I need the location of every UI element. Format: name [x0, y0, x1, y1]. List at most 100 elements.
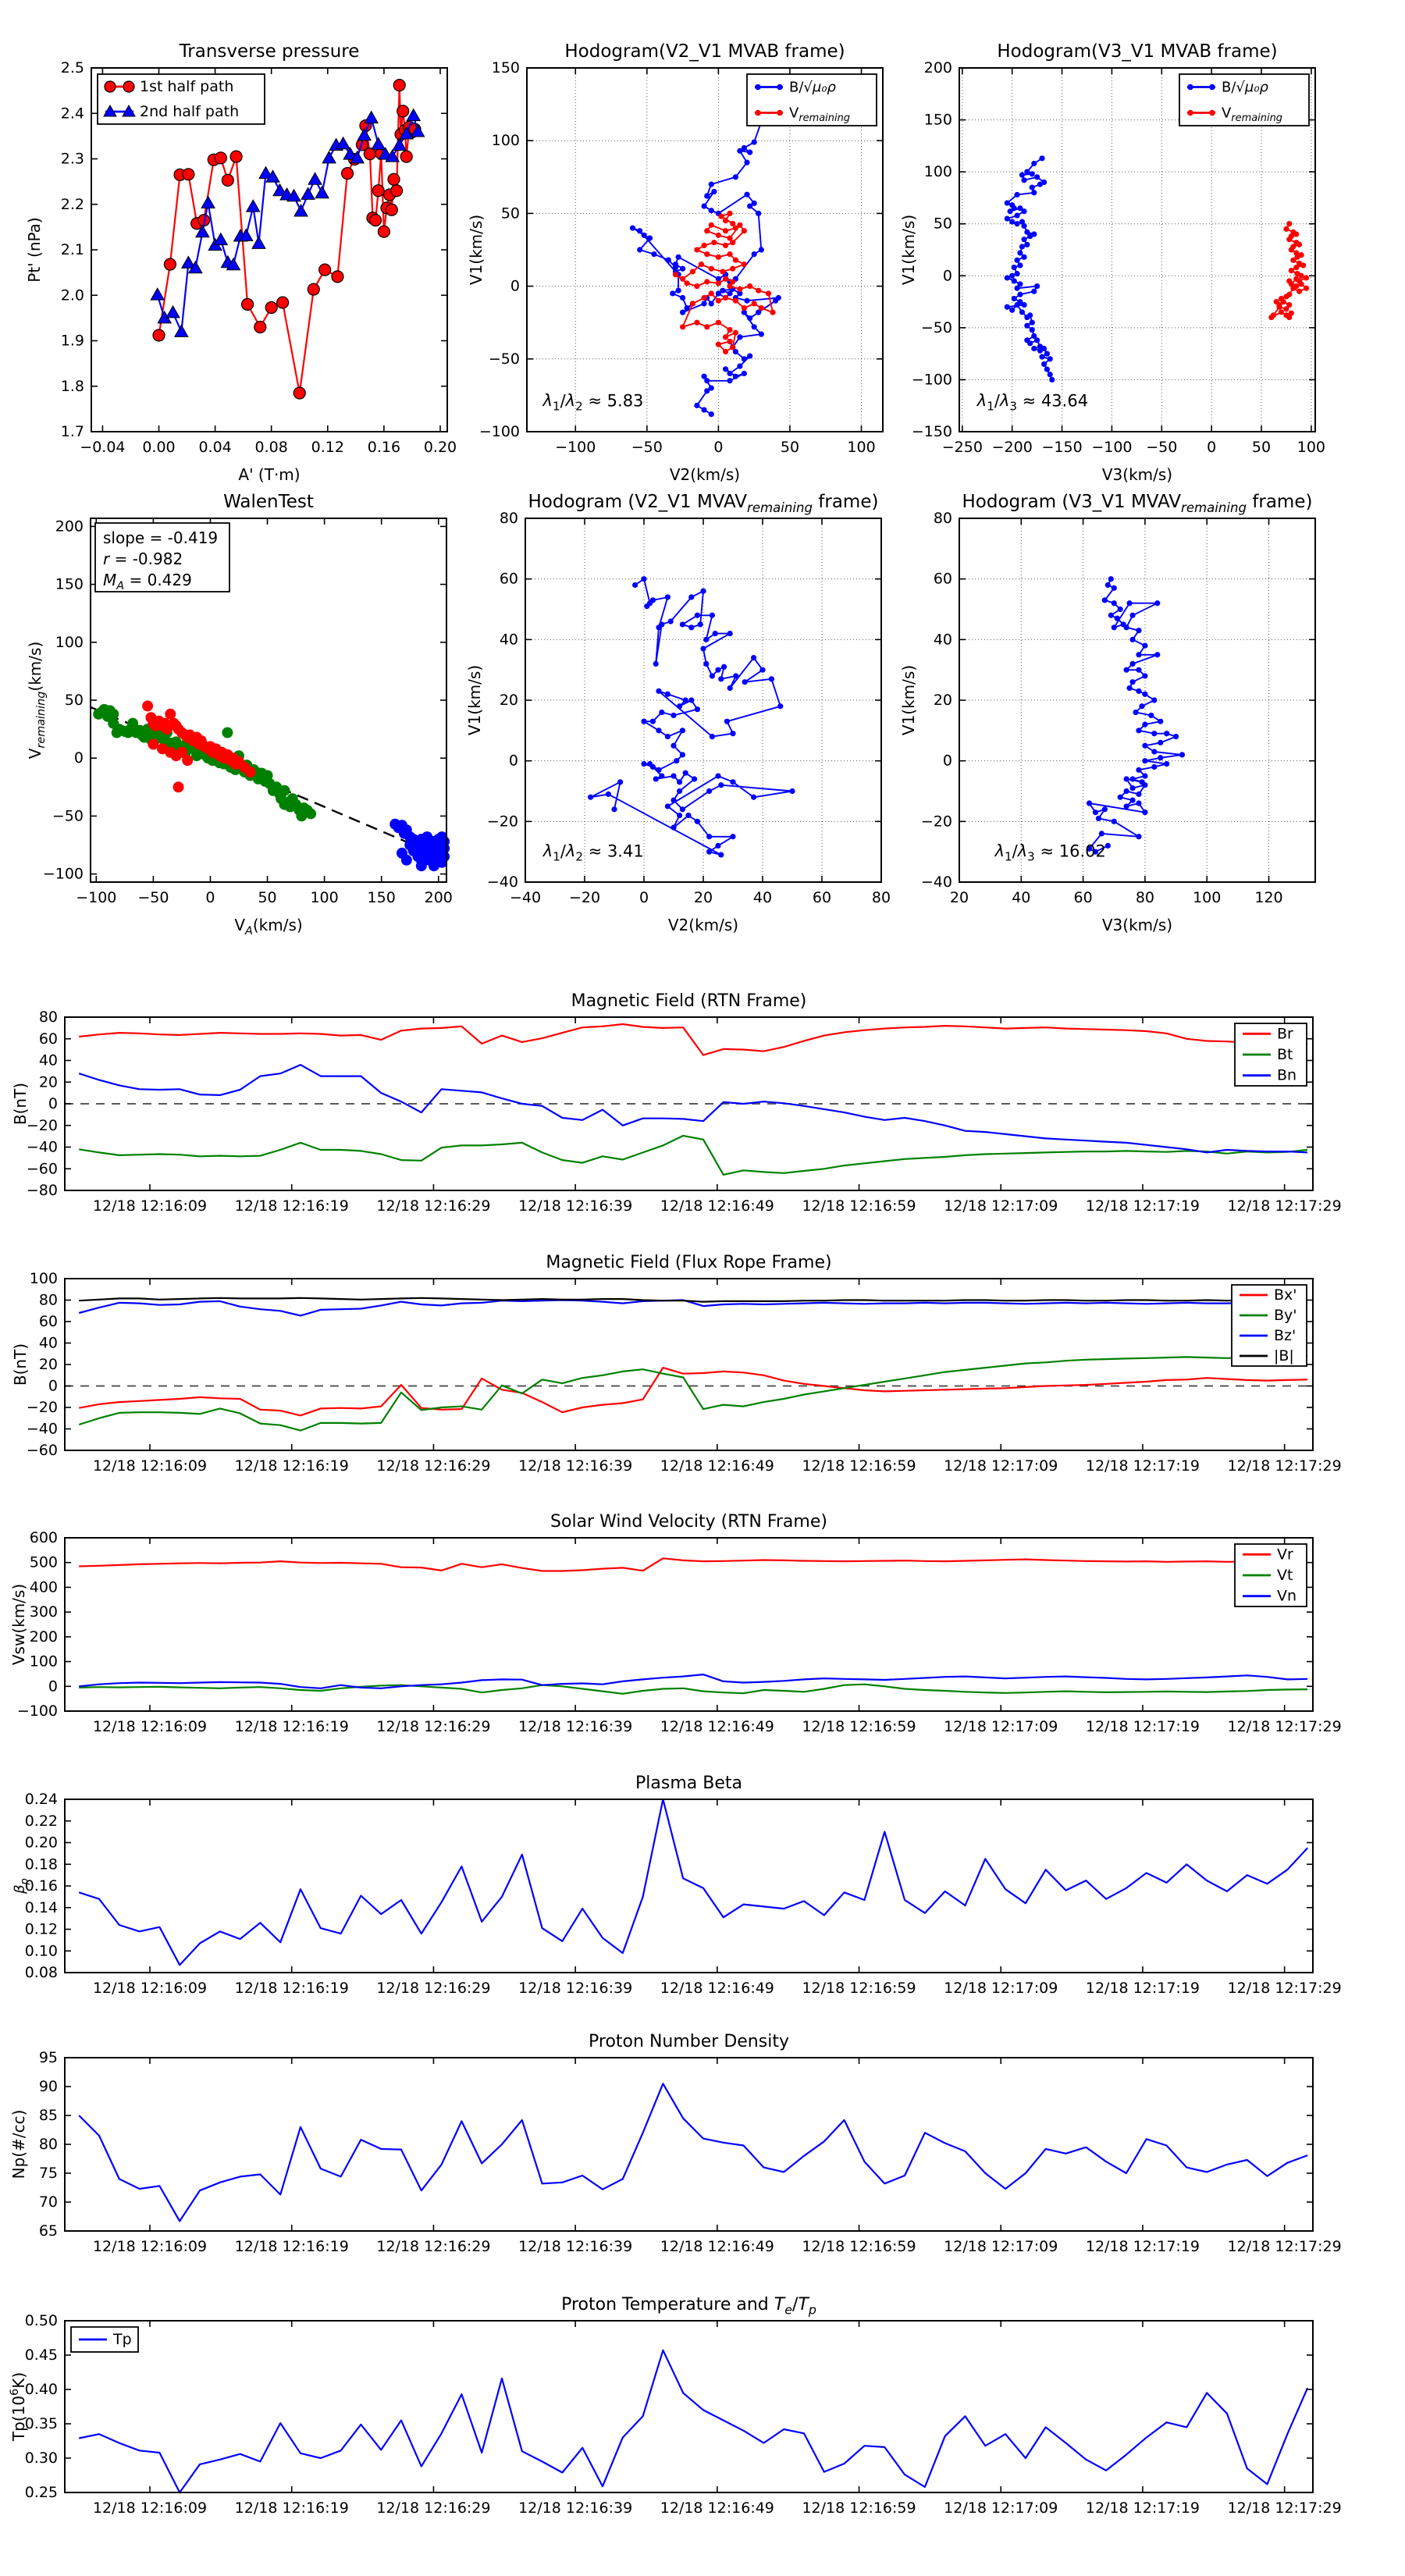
svg-text:2.4: 2.4: [61, 105, 84, 122]
svg-text:−40: −40: [27, 1139, 58, 1156]
svg-text:−100: −100: [912, 371, 952, 388]
svg-text:100: 100: [30, 1270, 58, 1287]
svg-text:−50: −50: [1146, 439, 1177, 456]
svg-text:−60: −60: [27, 1160, 58, 1177]
svg-text:12/18 12:16:09: 12/18 12:16:09: [93, 1457, 207, 1475]
svg-text:80: 80: [500, 510, 518, 527]
svg-text:r = -0.982: r = -0.982: [103, 550, 183, 568]
svg-text:0.20: 0.20: [25, 1834, 58, 1852]
svg-text:Vremaining: Vremaining: [789, 105, 850, 125]
svg-text:90: 90: [39, 2078, 58, 2095]
svg-text:V2(km/s): V2(km/s): [670, 465, 740, 484]
svg-text:12/18 12:17:29: 12/18 12:17:29: [1228, 2238, 1342, 2255]
svg-text:12/18 12:16:59: 12/18 12:16:59: [802, 1980, 916, 1997]
h5-chart-svg: −40 −20 0 20 40 60 80 −40 −20 0 20 40 60 80 Hodogram (…: [465, 492, 891, 934]
svg-text:0: 0: [1207, 439, 1216, 456]
svg-text:Plasma Beta: Plasma Beta: [635, 1774, 742, 1793]
svg-text:60: 60: [1074, 889, 1093, 906]
svg-text:12/18 12:16:39: 12/18 12:16:39: [518, 2238, 632, 2255]
svg-text:By': By': [1274, 1307, 1297, 1324]
svg-text:60: 60: [39, 1030, 58, 1048]
svg-text:85: 85: [39, 2107, 58, 2124]
svg-text:0.24: 0.24: [25, 1791, 58, 1808]
svg-text:0.45: 0.45: [25, 2347, 58, 2364]
svg-text:12/18 12:17:09: 12/18 12:17:09: [944, 2500, 1058, 2517]
svg-text:Vt: Vt: [1277, 1567, 1293, 1584]
svg-text:12/18 12:16:59: 12/18 12:16:59: [802, 1197, 916, 1215]
svg-text:12/18 12:16:29: 12/18 12:16:29: [376, 1980, 490, 1997]
svg-text:Proton Temperature and Te/Tp: Proton Temperature and Te/Tp: [561, 2295, 816, 2318]
svg-text:60: 60: [813, 889, 831, 906]
svg-text:−100: −100: [76, 889, 116, 906]
svg-text:|B|: |B|: [1274, 1347, 1294, 1364]
svg-text:Bn: Bn: [1277, 1067, 1297, 1084]
svg-text:12/18 12:16:39: 12/18 12:16:39: [518, 1457, 632, 1475]
svg-text:12/18 12:17:09: 12/18 12:17:09: [944, 1718, 1058, 1735]
svg-text:0: 0: [74, 749, 84, 767]
svg-text:500: 500: [30, 1554, 58, 1571]
svg-text:12/18 12:16:19: 12/18 12:16:19: [235, 2500, 349, 2517]
svg-text:400: 400: [30, 1578, 58, 1596]
svg-text:Tp(106K): Tp(106K): [9, 2372, 28, 2442]
svg-text:2.5: 2.5: [61, 59, 84, 76]
svg-text:0: 0: [943, 267, 952, 284]
svg-text:0: 0: [205, 889, 215, 906]
svg-text:100: 100: [1297, 439, 1325, 456]
svg-text:Solar Wind Velocity (RTN Frame: Solar Wind Velocity (RTN Frame): [550, 1512, 827, 1532]
svg-text:βp: βp: [12, 1878, 31, 1895]
svg-text:12/18 12:17:19: 12/18 12:17:19: [1086, 1718, 1200, 1735]
svg-text:λ1/λ3 ≈ 43.64: λ1/λ3 ≈ 43.64: [976, 391, 1088, 413]
h2-chart-svg: −100 −50 0 50 100 −100 −50 0 50 100 150 Hodogram(V2…: [467, 41, 884, 484]
svg-text:−50: −50: [489, 350, 520, 368]
svg-text:Bz': Bz': [1274, 1327, 1296, 1344]
svg-text:−20: −20: [487, 813, 518, 830]
svg-text:95: 95: [39, 2049, 58, 2066]
svg-text:0: 0: [943, 753, 952, 770]
svg-text:0: 0: [713, 439, 723, 456]
svg-text:12/18 12:16:59: 12/18 12:16:59: [802, 1718, 916, 1735]
svg-text:Bt: Bt: [1277, 1046, 1293, 1063]
svg-text:12/18 12:16:59: 12/18 12:16:59: [802, 2500, 916, 2517]
svg-text:12/18 12:17:19: 12/18 12:17:19: [1086, 2500, 1200, 2517]
svg-text:−100: −100: [17, 1703, 58, 1720]
svg-text:2.3: 2.3: [61, 151, 84, 168]
svg-text:MA = 0.429: MA = 0.429: [103, 571, 192, 592]
svg-text:100: 100: [30, 1653, 58, 1670]
svg-text:100: 100: [55, 634, 84, 651]
svg-text:1.7: 1.7: [61, 423, 84, 440]
vsw-chart-svg: 12/18 12:16:09 12/18 12:16:19 12/18 12:16:…: [9, 1512, 1342, 1735]
svg-text:200: 200: [924, 59, 952, 76]
svg-text:12/18 12:17:09: 12/18 12:17:09: [944, 1197, 1058, 1215]
svg-text:600: 600: [30, 1529, 58, 1546]
svg-text:0.12: 0.12: [311, 439, 344, 456]
svg-text:12/18 12:16:29: 12/18 12:16:29: [376, 1457, 490, 1475]
svg-text:20: 20: [934, 692, 952, 709]
svg-text:0: 0: [639, 889, 649, 906]
svg-text:12/18 12:16:29: 12/18 12:16:29: [376, 1718, 490, 1735]
bfr-chart-svg: 12/18 12:16:09 12/18 12:16:19 12/18 12:16:…: [11, 1253, 1342, 1475]
svg-text:V1(km/s): V1(km/s): [899, 665, 918, 735]
svg-text:0.08: 0.08: [255, 439, 288, 456]
svg-text:12/18 12:17:29: 12/18 12:17:29: [1228, 1197, 1342, 1215]
svg-text:0.20: 0.20: [424, 439, 457, 456]
svg-text:120: 120: [1254, 889, 1282, 906]
svg-text:75: 75: [39, 2165, 58, 2182]
svg-text:200: 200: [30, 1628, 58, 1646]
svg-text:0.10: 0.10: [25, 1942, 58, 1959]
svg-text:−100: −100: [1091, 439, 1132, 456]
svg-text:12/18 12:16:19: 12/18 12:16:19: [235, 2238, 349, 2255]
svg-text:12/18 12:16:09: 12/18 12:16:09: [93, 2238, 207, 2255]
svg-text:40: 40: [500, 631, 518, 648]
svg-text:12/18 12:16:39: 12/18 12:16:39: [518, 1980, 632, 1997]
svg-text:0.25: 0.25: [25, 2484, 58, 2501]
svg-text:20: 20: [500, 692, 518, 709]
svg-text:100: 100: [1193, 889, 1221, 906]
svg-text:Vr: Vr: [1277, 1546, 1293, 1563]
svg-text:100: 100: [492, 132, 520, 149]
svg-text:Vn: Vn: [1277, 1588, 1297, 1605]
svg-text:Vremaining(km/s): Vremaining(km/s): [26, 642, 48, 760]
svg-text:40: 40: [1012, 889, 1030, 906]
svg-text:Bx': Bx': [1274, 1286, 1297, 1304]
svg-text:0.18: 0.18: [25, 1856, 58, 1873]
svg-text:−200: −200: [992, 439, 1033, 456]
